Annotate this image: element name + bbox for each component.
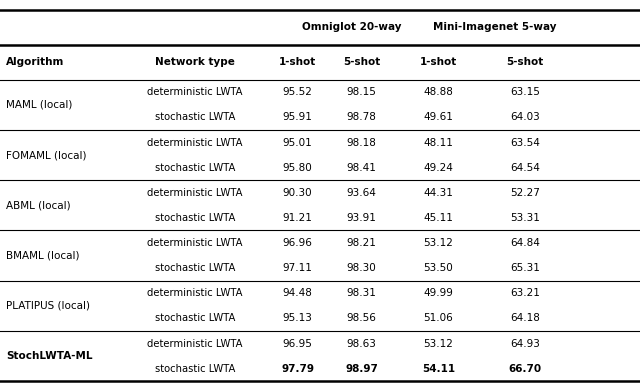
- Text: 98.78: 98.78: [347, 112, 376, 123]
- Text: 51.06: 51.06: [424, 314, 453, 323]
- Text: 5-shot: 5-shot: [506, 57, 543, 67]
- Text: 53.12: 53.12: [424, 238, 453, 248]
- Text: 97.79: 97.79: [281, 364, 314, 374]
- Text: 98.97: 98.97: [345, 364, 378, 374]
- Text: 1-shot: 1-shot: [279, 57, 316, 67]
- Text: 5-shot: 5-shot: [343, 57, 380, 67]
- Text: stochastic LWTA: stochastic LWTA: [155, 263, 236, 273]
- Text: 63.21: 63.21: [510, 288, 540, 298]
- Text: 98.41: 98.41: [347, 163, 376, 173]
- Text: 53.31: 53.31: [510, 213, 540, 223]
- Text: 98.15: 98.15: [347, 87, 376, 97]
- Text: 98.63: 98.63: [347, 338, 376, 349]
- Text: 63.54: 63.54: [510, 138, 540, 147]
- Text: stochastic LWTA: stochastic LWTA: [155, 364, 236, 374]
- Text: 98.56: 98.56: [347, 314, 376, 323]
- Text: 95.52: 95.52: [283, 87, 312, 97]
- Text: 53.12: 53.12: [424, 338, 453, 349]
- Text: PLATIPUS (local): PLATIPUS (local): [6, 301, 90, 311]
- Text: deterministic LWTA: deterministic LWTA: [147, 138, 243, 147]
- Text: 96.96: 96.96: [283, 238, 312, 248]
- Text: Network type: Network type: [156, 57, 235, 67]
- Text: MAML (local): MAML (local): [6, 100, 73, 110]
- Text: 53.50: 53.50: [424, 263, 453, 273]
- Text: Omniglot 20-way: Omniglot 20-way: [302, 22, 402, 32]
- Text: 93.91: 93.91: [347, 213, 376, 223]
- Text: Mini-Imagenet 5-way: Mini-Imagenet 5-way: [433, 22, 556, 32]
- Text: stochastic LWTA: stochastic LWTA: [155, 112, 236, 123]
- Text: 48.88: 48.88: [424, 87, 453, 97]
- Text: 1-shot: 1-shot: [420, 57, 457, 67]
- Text: 90.30: 90.30: [283, 188, 312, 198]
- Text: deterministic LWTA: deterministic LWTA: [147, 238, 243, 248]
- Text: stochastic LWTA: stochastic LWTA: [155, 213, 236, 223]
- Text: deterministic LWTA: deterministic LWTA: [147, 87, 243, 97]
- Text: deterministic LWTA: deterministic LWTA: [147, 338, 243, 349]
- Text: 98.30: 98.30: [347, 263, 376, 273]
- Text: 95.01: 95.01: [283, 138, 312, 147]
- Text: 49.24: 49.24: [424, 163, 453, 173]
- Text: deterministic LWTA: deterministic LWTA: [147, 288, 243, 298]
- Text: 66.70: 66.70: [508, 364, 541, 374]
- Text: ABML (local): ABML (local): [6, 200, 71, 210]
- Text: 48.11: 48.11: [424, 138, 453, 147]
- Text: 64.03: 64.03: [510, 112, 540, 123]
- Text: 64.84: 64.84: [510, 238, 540, 248]
- Text: 95.91: 95.91: [283, 112, 312, 123]
- Text: deterministic LWTA: deterministic LWTA: [147, 188, 243, 198]
- Text: 98.31: 98.31: [347, 288, 376, 298]
- Text: 93.64: 93.64: [347, 188, 376, 198]
- Text: 64.18: 64.18: [510, 314, 540, 323]
- Text: 64.54: 64.54: [510, 163, 540, 173]
- Text: 95.80: 95.80: [283, 163, 312, 173]
- Text: 97.11: 97.11: [283, 263, 312, 273]
- Text: 94.48: 94.48: [283, 288, 312, 298]
- Text: 98.18: 98.18: [347, 138, 376, 147]
- Text: 49.61: 49.61: [424, 112, 453, 123]
- Text: 96.95: 96.95: [283, 338, 312, 349]
- Text: 63.15: 63.15: [510, 87, 540, 97]
- Text: 45.11: 45.11: [424, 213, 453, 223]
- Text: FOMAML (local): FOMAML (local): [6, 150, 87, 160]
- Text: stochastic LWTA: stochastic LWTA: [155, 163, 236, 173]
- Text: stochastic LWTA: stochastic LWTA: [155, 314, 236, 323]
- Text: 54.11: 54.11: [422, 364, 455, 374]
- Text: StochLWTA-ML: StochLWTA-ML: [6, 351, 93, 361]
- Text: 91.21: 91.21: [283, 213, 312, 223]
- Text: 98.21: 98.21: [347, 238, 376, 248]
- Text: Algorithm: Algorithm: [6, 57, 65, 67]
- Text: 44.31: 44.31: [424, 188, 453, 198]
- Text: 52.27: 52.27: [510, 188, 540, 198]
- Text: 65.31: 65.31: [510, 263, 540, 273]
- Text: BMAML (local): BMAML (local): [6, 251, 80, 261]
- Text: 49.99: 49.99: [424, 288, 453, 298]
- Text: 95.13: 95.13: [283, 314, 312, 323]
- Text: 64.93: 64.93: [510, 338, 540, 349]
